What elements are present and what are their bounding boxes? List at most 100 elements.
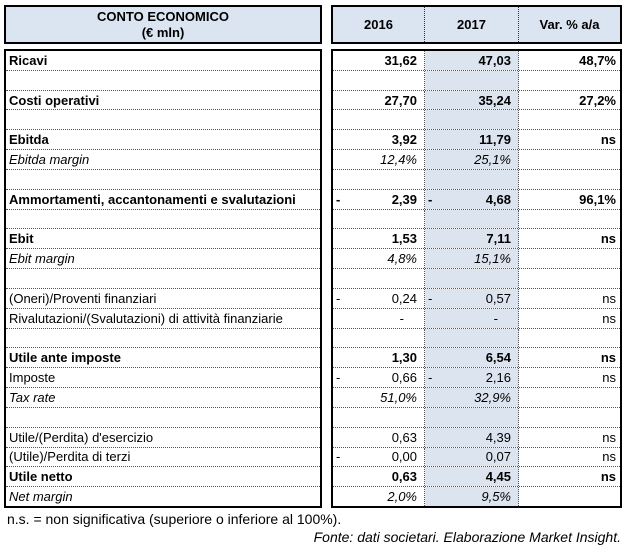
row-label-text: Costi operativi (9, 92, 100, 108)
row-label-text: Ebitda (9, 132, 49, 148)
cell-2016: 51,0% (333, 388, 425, 407)
negative-sign: - (336, 449, 341, 465)
cell-value: 0,07 (485, 449, 511, 465)
cell-2016: 12,4% (333, 150, 425, 169)
cell-2016: - 0,00 (333, 447, 425, 467)
cell-2016: - 0,66 (333, 368, 425, 388)
negative-sign: - (428, 191, 433, 207)
cell-2016: - 2,39 (333, 189, 425, 209)
column-header-2016: 2016 (333, 7, 425, 42)
table-row-values: 12,4% 25,1% (333, 150, 620, 170)
cell-2017: 47,03 (425, 51, 519, 70)
cell-value: ns (602, 370, 616, 386)
cell-value: ns (602, 429, 616, 445)
table-row-label (6, 329, 320, 349)
cell-var-pct (519, 388, 620, 407)
cell-2017 (425, 328, 519, 348)
cell-2017 (425, 269, 519, 288)
cell-2017 (425, 169, 519, 189)
table-row-label (6, 408, 320, 428)
row-label-text: Ammortamenti, accantonamenti e svalutazi… (9, 191, 296, 207)
table-body-values: 31,62 47,03 48,7% 27,70 35,24 27,2% 3,92 11,79 n… (331, 49, 622, 508)
cell-value: 2,0% (387, 489, 417, 505)
cell-var-pct (519, 210, 620, 229)
row-label-text: Ebitda margin (9, 152, 90, 168)
cell-2017: - (425, 308, 519, 328)
table-row-label: (Oneri)/Proventi finanziari (6, 289, 320, 309)
cell-2017: 15,1% (425, 249, 519, 269)
table-row-values (333, 407, 620, 428)
cell-value: 7,11 (486, 231, 511, 247)
cell-var-pct: ns (519, 289, 620, 308)
cell-value: 0,66 (391, 370, 417, 386)
cell-2016 (333, 70, 425, 90)
cell-2017: - 2,16 (425, 368, 519, 388)
cell-2017: 11,79 (425, 130, 519, 150)
cell-var-pct: ns (519, 229, 620, 248)
table-row-values (333, 110, 620, 131)
cell-var-pct: ns (519, 448, 620, 467)
table-row-values: - - ns (333, 308, 620, 329)
cell-var-pct (519, 150, 620, 169)
cell-value: 2,16 (485, 370, 511, 386)
cell-var-pct: ns (519, 428, 620, 447)
cell-value: 15,1% (474, 251, 511, 267)
cell-var-pct: 27,2% (519, 91, 620, 110)
cell-value: 0,24 (391, 290, 417, 306)
table-row-label: (Utile)/Perdita di terzi (6, 448, 320, 468)
cell-2016: 4,8% (333, 249, 425, 269)
cell-value: 35,24 (478, 92, 511, 108)
table-body-labels: Ricavi Costi operativi Ebitda Ebitda margin… (4, 49, 322, 508)
cell-value: ns (602, 449, 616, 465)
cell-2017: 9,5% (425, 487, 519, 507)
cell-value: 48,7% (579, 52, 616, 68)
cell-2017 (425, 209, 519, 229)
table-row-values: -2,39-4,68 96,1% (333, 189, 620, 210)
cell-var-pct: ns (519, 467, 620, 486)
row-label-text: Net margin (9, 489, 73, 505)
cell-2016 (333, 328, 425, 348)
cell-value: 4,68 (485, 191, 511, 207)
table-row-values (333, 269, 620, 289)
row-label-text: Utile ante imposte (9, 350, 121, 366)
table-row-values: 3,92 11,79 ns (333, 130, 620, 151)
cell-2016: - 0,24 (333, 288, 425, 308)
table-row-label: Utile ante imposte (6, 348, 320, 369)
cell-value: 1,53 (391, 231, 417, 247)
table-row-values (333, 169, 620, 190)
cell-value: - (493, 310, 498, 326)
table-row-label: Ebit margin (6, 249, 320, 270)
table-row-values: 2,0% 9,5% (333, 487, 620, 507)
table-row-values: -0,24-0,57 ns (333, 288, 620, 309)
table-row-values: - 0,00 0,07 ns (333, 447, 620, 468)
cell-value: 1,30 (391, 350, 417, 366)
table-row-label (6, 269, 320, 289)
cell-value: 3,92 (391, 132, 417, 148)
row-label-text: (Utile)/Perdita di terzi (9, 449, 131, 465)
row-label-text: Rivalutazioni/(Svalutazioni) di attività… (9, 310, 283, 326)
cell-value: ns (600, 231, 616, 247)
cell-var-pct: ns (519, 368, 620, 387)
table-row-label (6, 71, 320, 91)
cell-value: 0,00 (391, 449, 417, 465)
negative-sign: - (336, 191, 341, 207)
row-label-text: Ebit margin (9, 251, 75, 267)
cell-2016: - (333, 308, 425, 328)
cell-value: ns (602, 310, 616, 326)
cell-2016: 27,70 (333, 90, 425, 110)
cell-value: ns (600, 469, 616, 485)
cell-value: 4,8% (387, 251, 417, 267)
cell-value: 2,39 (391, 191, 417, 207)
cell-2017: 6,54 (425, 348, 519, 368)
table-title-line2: (€ mln) (141, 24, 185, 40)
table-title-box: CONTO ECONOMICO (€ mln) (4, 5, 322, 44)
row-label-text: Ebit (9, 231, 34, 247)
row-label-text: Imposte (9, 370, 56, 386)
cell-value: ns (600, 132, 616, 148)
cell-2016 (333, 110, 425, 130)
cell-value: 25,1% (474, 152, 511, 168)
cell-2016: 0,63 (333, 427, 425, 447)
cell-var-pct: ns (519, 309, 620, 328)
table-row-values: 31,62 47,03 48,7% (333, 51, 620, 71)
